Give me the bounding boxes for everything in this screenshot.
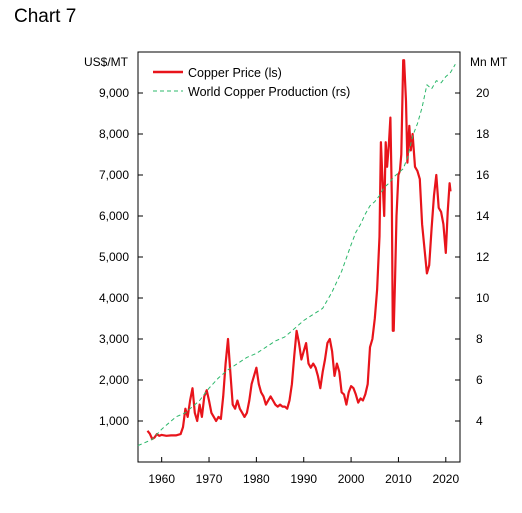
y-right-tick-label: 14 bbox=[476, 209, 490, 223]
y-left-tick-label: 1,000 bbox=[99, 414, 129, 428]
y-right-tick-label: 18 bbox=[476, 127, 490, 141]
y-right-tick-label: 4 bbox=[476, 414, 483, 428]
x-tick-label: 1990 bbox=[290, 472, 317, 486]
y-left-tick-label: 5,000 bbox=[99, 250, 129, 264]
y-right-tick-label: 6 bbox=[476, 373, 483, 387]
page-title: Chart 7 bbox=[14, 6, 77, 27]
y-left-tick-label: 9,000 bbox=[99, 86, 129, 100]
legend: Copper Price (ls) World Copper Productio… bbox=[153, 66, 350, 99]
legend-label-price: Copper Price (ls) bbox=[188, 66, 282, 80]
series-copper-price-line bbox=[146, 59, 452, 441]
x-axis: 1960 1970 1980 1990 2000 2010 2020 bbox=[148, 457, 459, 486]
y-left-tick-label: 8,000 bbox=[99, 127, 129, 141]
y-right-tick-label: 12 bbox=[476, 250, 490, 264]
y-left-tick-label: 3,000 bbox=[99, 332, 129, 346]
y-axis-left: 1,000 2,000 3,000 4,000 5,000 6,000 7,000 8,000… bbox=[99, 86, 143, 428]
x-tick-label: 2010 bbox=[385, 472, 412, 486]
x-tick-label: 2000 bbox=[338, 472, 365, 486]
y-right-tick-label: 8 bbox=[476, 332, 483, 346]
y-axis-left-label: US$/MT bbox=[84, 55, 129, 69]
series-layer bbox=[137, 59, 456, 447]
y-axis-right: 4 6 8 10 12 14 16 18 20 bbox=[455, 86, 490, 428]
x-tick-label: 1980 bbox=[243, 472, 270, 486]
x-tick-label: 1960 bbox=[148, 472, 175, 486]
legend-label-production: World Copper Production (rs) bbox=[188, 85, 350, 99]
y-right-tick-label: 16 bbox=[476, 168, 490, 182]
y-right-tick-label: 20 bbox=[476, 86, 490, 100]
y-right-tick-label: 10 bbox=[476, 291, 490, 305]
y-left-tick-label: 2,000 bbox=[99, 373, 129, 387]
y-left-tick-label: 4,000 bbox=[99, 291, 129, 305]
x-tick-label: 1970 bbox=[196, 472, 223, 486]
plot-frame bbox=[137, 51, 461, 463]
x-tick-label: 2020 bbox=[432, 472, 459, 486]
y-left-tick-label: 7,000 bbox=[99, 168, 129, 182]
y-left-tick-label: 6,000 bbox=[99, 209, 129, 223]
y-axis-right-label: Mn MT bbox=[470, 55, 508, 69]
series-world-production-line bbox=[137, 64, 456, 447]
